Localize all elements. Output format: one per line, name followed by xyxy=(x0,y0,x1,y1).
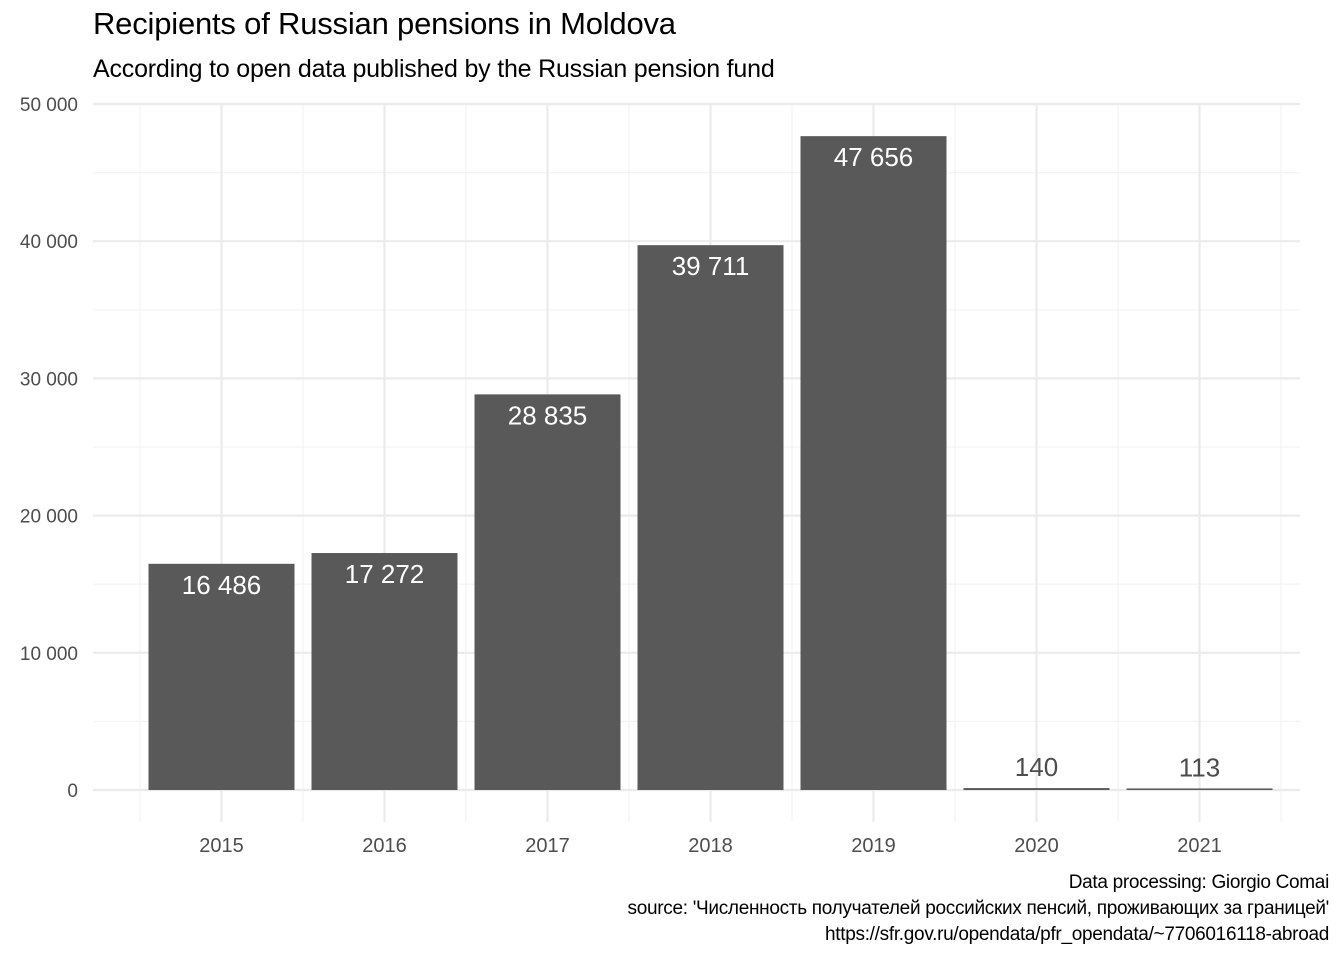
chart-subtitle: According to open data published by the … xyxy=(93,55,775,83)
x-tick-label: 2021 xyxy=(1177,835,1222,857)
x-tick-label: 2015 xyxy=(199,835,244,857)
bar xyxy=(1126,788,1273,790)
caption-source: source: 'Численность получателей российс… xyxy=(627,898,1330,919)
data-labels-layer: 16 486 17 272 28 835 39 711 47 656 140 113 xyxy=(182,142,1220,782)
x-tick-label: 2018 xyxy=(688,835,733,857)
x-tick-label: 2020 xyxy=(1014,835,1059,857)
data-label: 28 835 xyxy=(508,400,588,430)
y-tick-label: 10 000 xyxy=(20,644,78,665)
caption-credit: Data processing: Giorgio Comai xyxy=(1068,872,1330,893)
y-tick-label: 0 xyxy=(67,781,78,802)
bar xyxy=(800,136,947,791)
x-tick-label: 2016 xyxy=(362,835,407,857)
bar xyxy=(311,553,458,790)
bar xyxy=(637,245,784,790)
bar xyxy=(148,563,295,790)
data-label: 113 xyxy=(1179,752,1220,782)
bars-layer xyxy=(148,136,1273,791)
y-tick-label: 20 000 xyxy=(20,507,78,528)
data-label: 17 272 xyxy=(345,559,425,589)
y-tick-label: 30 000 xyxy=(20,369,78,390)
data-label: 16 486 xyxy=(182,570,262,600)
data-label: 39 711 xyxy=(672,251,750,281)
x-tick-label: 2017 xyxy=(525,835,570,857)
y-axis: 0 10 000 20 000 30 000 40 000 50 000 xyxy=(20,95,78,802)
data-label: 47 656 xyxy=(834,142,914,172)
bar xyxy=(474,394,621,790)
y-tick-label: 50 000 xyxy=(20,95,78,116)
x-tick-label: 2019 xyxy=(851,835,896,857)
chart-title: Recipients of Russian pensions in Moldov… xyxy=(93,6,676,41)
caption-url: https://sfr.gov.ru/opendata/pfr_opendata… xyxy=(825,924,1329,945)
chart-caption: Data processing: Giorgio Comai source: '… xyxy=(627,870,1330,948)
y-tick-label: 40 000 xyxy=(20,232,78,253)
bar xyxy=(963,788,1110,790)
x-axis: 2015 2016 2017 2018 2019 2020 2021 xyxy=(199,835,1222,857)
data-label: 140 xyxy=(1015,752,1058,782)
